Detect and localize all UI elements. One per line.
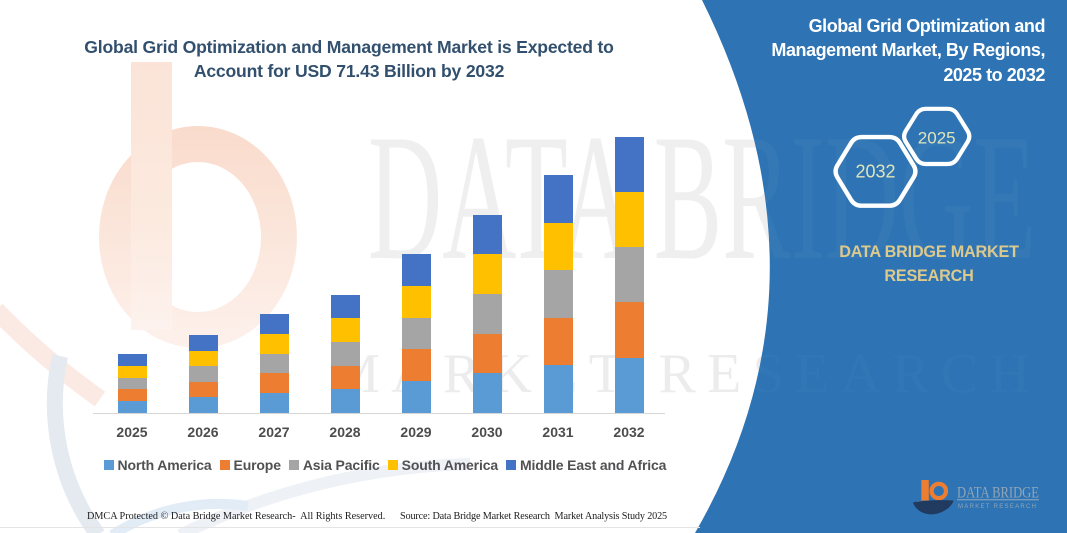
- svg-text:2032: 2032: [855, 162, 895, 182]
- svg-text:DATA BRIDGE: DATA BRIDGE: [957, 485, 1039, 502]
- svg-text:2025: 2025: [918, 129, 956, 148]
- svg-text:MARKET RESEARCH: MARKET RESEARCH: [958, 504, 1036, 510]
